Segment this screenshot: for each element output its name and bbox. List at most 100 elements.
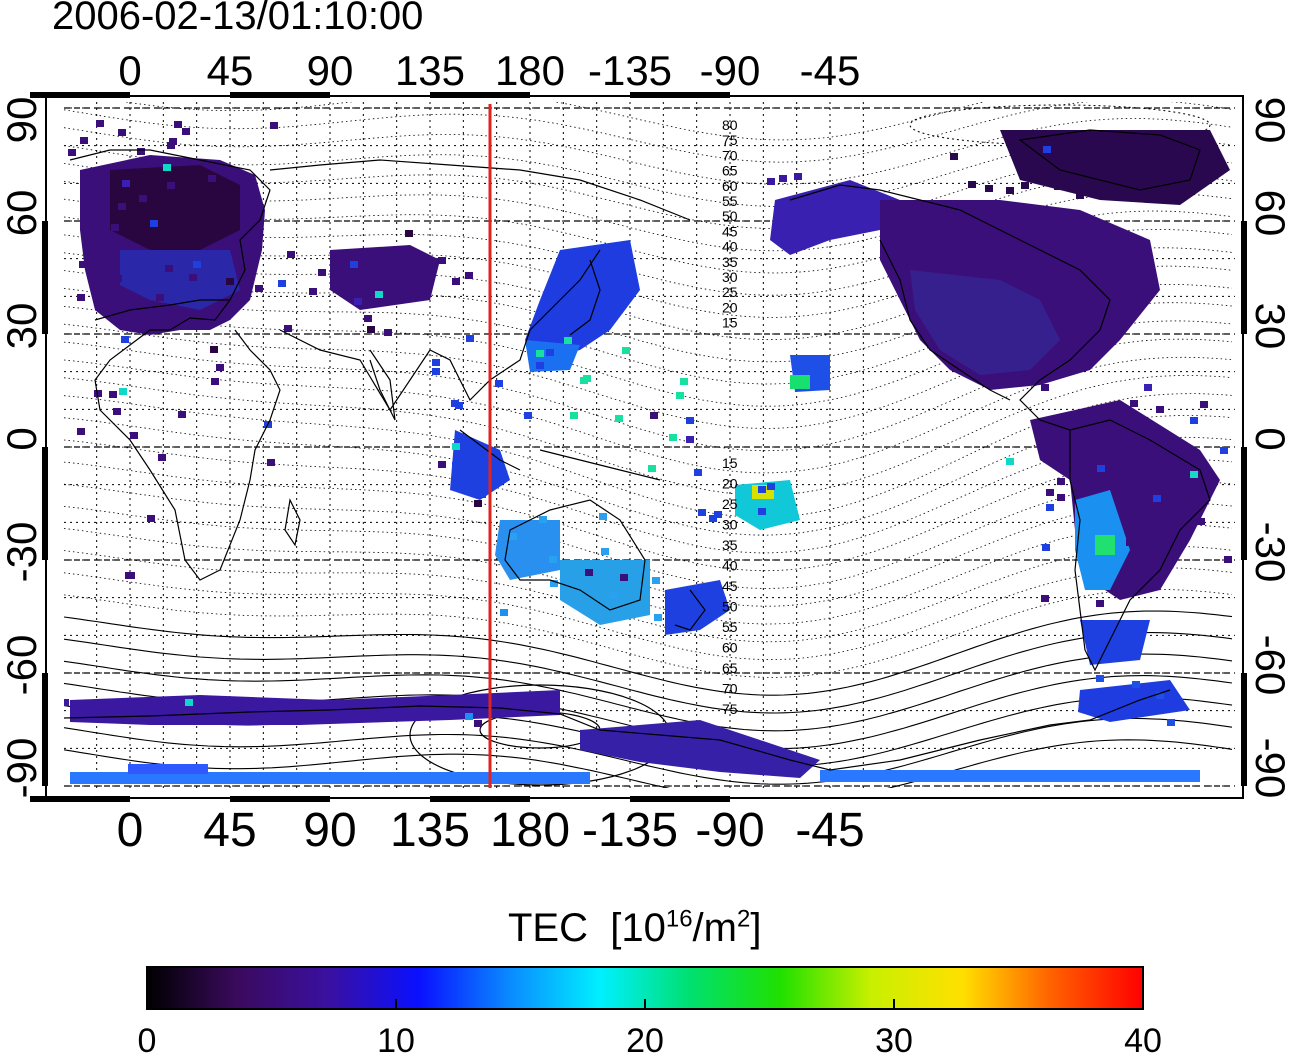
contour-label-south: 65: [722, 660, 738, 676]
tec-pixel: [174, 121, 182, 128]
tec-pixel: [615, 415, 623, 422]
tec-pixel: [1156, 692, 1164, 699]
tec-pixel: [147, 515, 155, 522]
tec-pixel: [524, 412, 532, 419]
tec-pixel: [1152, 456, 1160, 463]
tec-pixel: [474, 500, 482, 507]
tec-pixel: [1041, 595, 1049, 602]
tec-patch-north-america-blue: [910, 270, 1060, 375]
top-longitude-ticks: 0 45 90 135 180 -135 -90 -45: [118, 47, 860, 94]
coast-antarctica: [64, 689, 1171, 771]
tec-pixel: [1096, 675, 1104, 682]
top-lon-label: -45: [800, 47, 861, 94]
tec-pixel: [968, 181, 976, 188]
left-lat-label: 0: [0, 427, 45, 450]
tec-pixel: [309, 288, 317, 295]
contour-north-pole: [909, 104, 1211, 146]
tec-patch-australia-w: [495, 520, 560, 580]
colorbar-ticks: 0 10 20 30 40: [138, 999, 1162, 1057]
coast-na-west: [879, 239, 1011, 401]
bottom-lon-label: -45: [795, 804, 864, 857]
tec-pixel: [233, 711, 241, 718]
frame-bar-right: [1241, 221, 1247, 334]
contour-label-north: 65: [722, 163, 738, 179]
tec-patch-antarctica-band-2: [820, 770, 1200, 782]
tec-pixel: [1177, 519, 1185, 526]
tec-pixel: [121, 336, 129, 343]
tec-pixel: [669, 434, 677, 441]
right-lat-label: -60: [1247, 635, 1292, 696]
tec-pixel: [1224, 556, 1232, 563]
contour-label-south: 30: [722, 517, 738, 533]
tec-pixel: [1153, 495, 1161, 502]
coast-madagascar: [284, 498, 301, 547]
coast-india: [369, 349, 396, 421]
contour-label-north: 35: [722, 254, 738, 270]
tec-pixel: [267, 459, 275, 466]
colorbar-unit-mid: /m: [692, 906, 737, 950]
tec-pixel: [169, 138, 177, 145]
bottom-lon-label: 90: [303, 804, 356, 857]
contour-line: [64, 610, 1233, 696]
tec-pixel: [438, 257, 446, 264]
tec-pixel: [478, 491, 486, 498]
tec-pixel: [564, 337, 572, 344]
contour-label-south: 35: [722, 537, 738, 553]
top-lon-label: -90: [700, 47, 761, 94]
contour-label-north: 70: [722, 147, 738, 163]
contour-line: [64, 415, 1233, 536]
bottom-lon-label: 135: [390, 804, 470, 857]
tec-pixel: [698, 509, 706, 516]
coast-australia: [504, 499, 646, 611]
tec-pixel: [208, 175, 216, 182]
right-latitude-ticks: 90 60 30 0 -30 -60 -90: [1247, 97, 1292, 799]
coast-new-zealand: [674, 589, 706, 631]
lat-lon-grid: [64, 102, 1235, 788]
tec-pixel: [367, 326, 375, 333]
contour-label-north: 80: [722, 117, 738, 133]
tec-pixel: [1220, 447, 1228, 454]
contour-label-south: 70: [722, 681, 738, 697]
tec-pixel: [1054, 183, 1062, 190]
frame-bar-top: [30, 92, 130, 98]
tec-pixel: [465, 272, 473, 279]
contour-label-south: 55: [722, 619, 738, 635]
tec-pixel: [1200, 401, 1208, 408]
tec-pixel: [244, 278, 252, 285]
tec-pixel: [609, 592, 617, 599]
tec-pixel: [251, 200, 259, 207]
contour-line: [64, 588, 1233, 678]
frame-ticks: [30, 92, 1247, 802]
colorbar-unit-exp2: 2: [736, 905, 751, 933]
tec-pixel: [1012, 137, 1020, 144]
tec-pixel: [77, 294, 85, 301]
contour-line: [64, 523, 1233, 625]
tec-pixel: [137, 148, 145, 155]
right-lat-label: 90: [1247, 97, 1292, 144]
tec-pixel: [438, 461, 446, 468]
tec-pixel: [90, 198, 98, 205]
contour-label-north: 30: [722, 269, 738, 285]
contour-label-north: 55: [722, 193, 738, 209]
tec-pixel: [686, 436, 694, 443]
right-lat-label: 60: [1247, 190, 1292, 237]
colorbar-tick-label: 40: [1124, 1022, 1162, 1057]
left-latitude-ticks: 90 60 30 0 -30 -60 -90: [0, 97, 45, 799]
tec-pixel: [122, 180, 130, 187]
tec-pixel: [550, 580, 558, 587]
contour-label-north: 15: [722, 315, 738, 331]
bottom-lon-label: 45: [203, 804, 256, 857]
tec-pixel: [193, 261, 201, 268]
contour-label-north: 60: [722, 178, 738, 194]
frame-bar-bottom: [230, 796, 330, 802]
tec-pixel: [467, 707, 475, 714]
tec-pixel: [113, 408, 121, 415]
coast-greenland: [1018, 129, 1201, 191]
tec-patch-antarctic-peninsula: [1078, 680, 1190, 722]
tec-pixel: [189, 274, 197, 281]
bottom-lon-label: 180: [490, 804, 570, 857]
tec-patch-south-america-green: [1095, 535, 1115, 555]
tec-pixel: [167, 182, 175, 189]
top-lon-label: -135: [588, 47, 672, 94]
